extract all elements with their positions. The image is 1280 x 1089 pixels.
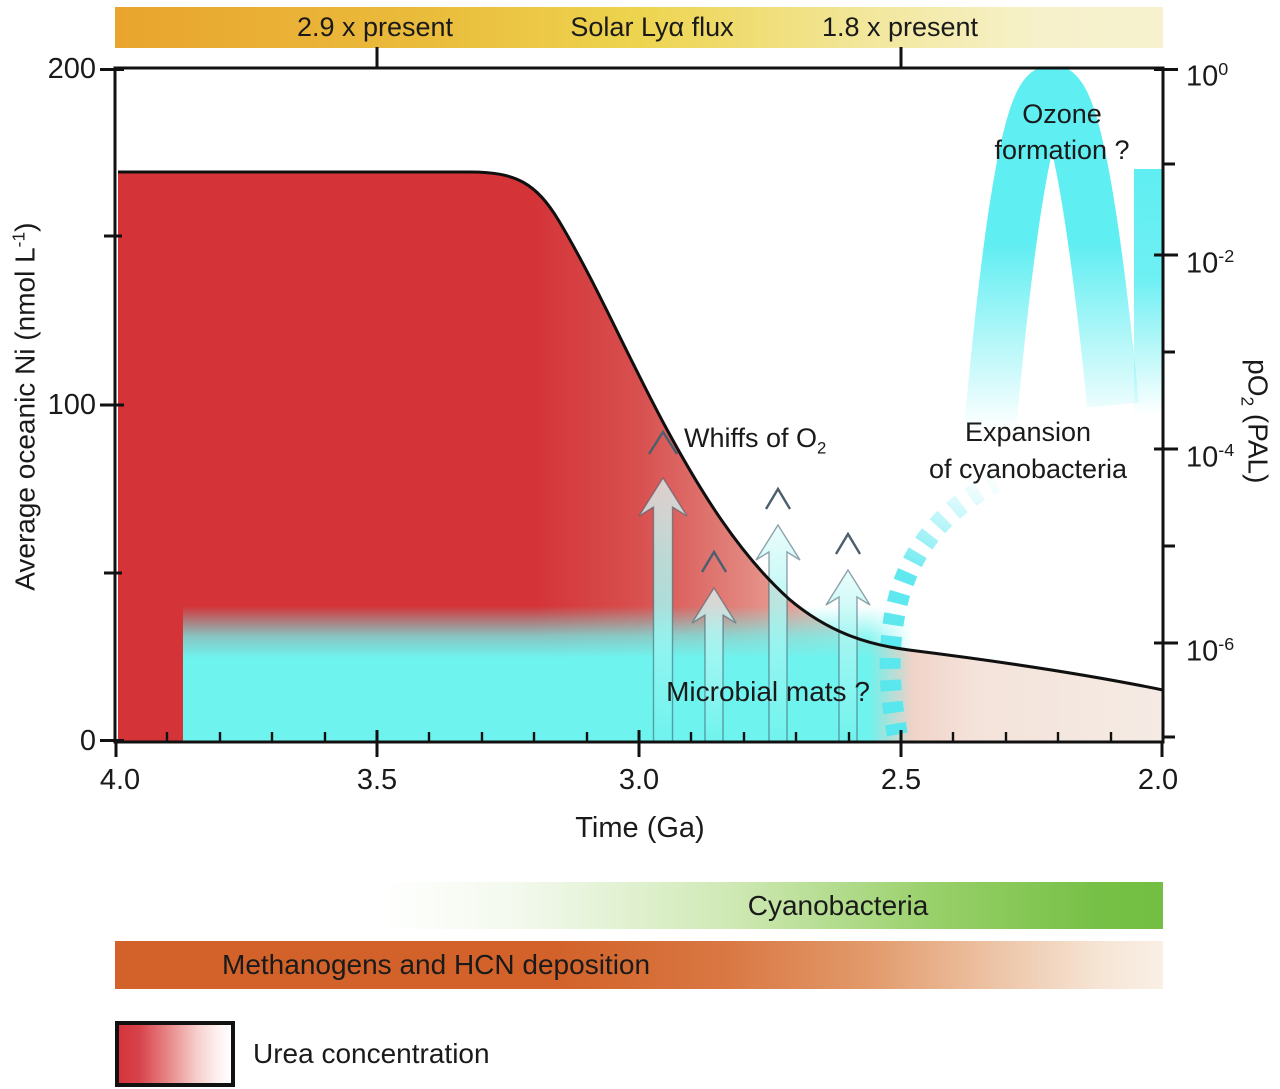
x-axis-ticks <box>114 730 1164 757</box>
urea-legend-label: Urea concentration <box>253 1038 490 1069</box>
y-left-ticks <box>100 68 124 742</box>
x-tick-2.0: 2.0 <box>1137 764 1179 796</box>
urea-area <box>118 172 1163 742</box>
y-right-tick-1e-4: 10-4 <box>1186 440 1235 474</box>
y-right-tick-1e0: 100 <box>1186 59 1229 93</box>
whiff-chevron-2 <box>700 549 728 573</box>
whiff-chevron-1 <box>647 429 679 455</box>
y-right-tick-1e-6: 10-6 <box>1186 634 1235 668</box>
whiff-chevron-3 <box>764 486 792 510</box>
y-left-tick-200: 200 <box>47 53 96 85</box>
flux-right-label: 1.8 x present <box>821 12 979 42</box>
ozone-formation-label: Ozone formation ? <box>994 99 1130 165</box>
y-left-tick-100: 100 <box>47 389 96 421</box>
cyanobacteria-label: Cyanobacteria <box>747 890 929 921</box>
y-right-axis-title: pO2 (PAL) <box>1237 359 1274 484</box>
ozone-arch <box>964 68 1139 433</box>
cyanobacteria-expansion-curve <box>879 472 1001 742</box>
microbial-mats-band <box>183 606 913 742</box>
whiff-arrow-4 <box>825 568 871 742</box>
whiff-chevron-4 <box>834 531 862 555</box>
x-tick-3.0: 3.0 <box>618 764 660 796</box>
x-axis-minor-ticks <box>165 732 1113 742</box>
x-tick-4.0: 4.0 <box>99 764 141 796</box>
x-axis-title: Time (Ga) <box>575 812 705 844</box>
whiff-arrow-1 <box>638 476 688 742</box>
methanogens-range-bar <box>115 941 1163 989</box>
y-right-tick-1e-2: 10-2 <box>1186 246 1235 280</box>
whiffs-of-o2-label: Whiffs of O2 <box>684 423 827 458</box>
x-tick-3.5: 3.5 <box>356 764 398 796</box>
cyanobacteria-range-bar <box>380 882 1163 929</box>
microbial-mats-label: Microbial mats ? <box>666 676 870 707</box>
solar-flux-bar <box>115 7 1163 48</box>
y-left-tick-0: 0 <box>79 725 96 757</box>
methanogens-label: Methanogens and HCN deposition <box>222 949 651 980</box>
whiff-arrow-3 <box>755 523 801 742</box>
flux-left-label: 2.9 x present <box>296 12 454 42</box>
flux-title: Solar Lyα flux <box>570 12 734 42</box>
nickel-curve <box>118 170 1163 692</box>
y-left-axis-title: Average oceanic Ni (nmol L-1) <box>8 222 41 591</box>
whiff-arrow-2 <box>691 586 737 742</box>
y-right-ticks <box>1154 68 1178 739</box>
cyanobacteria-expansion-label: Expansion of cyanobacteria <box>928 417 1128 484</box>
x-tick-2.5: 2.5 <box>880 764 922 796</box>
urea-legend-swatch <box>115 1021 235 1087</box>
fluxbar-ticks <box>375 47 903 68</box>
ozone-strip <box>1134 169 1162 415</box>
